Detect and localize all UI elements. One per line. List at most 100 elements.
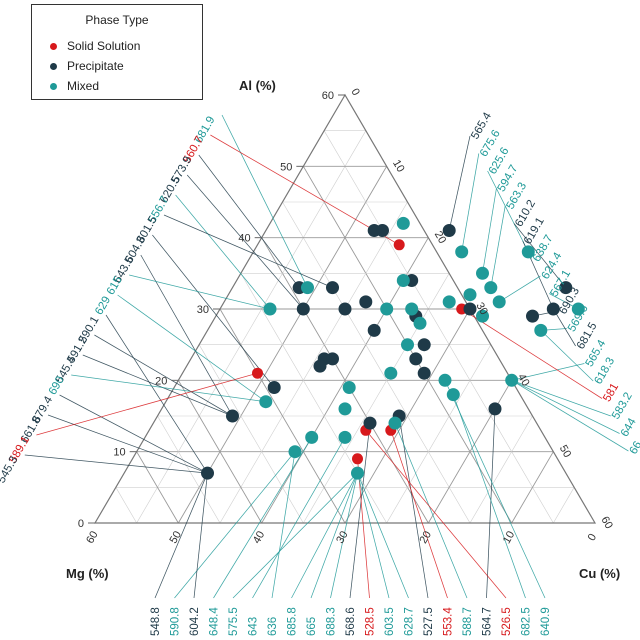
data-point [338,430,352,444]
data-point [409,352,423,366]
callout-leader [193,473,208,599]
data-point [526,309,539,323]
tick-label-cu: 0 [348,87,361,98]
callout-leader [357,472,390,599]
callout-leader [498,275,541,303]
data-point [393,239,405,251]
callout-label: 628.7 [404,607,416,636]
grid-line-cu [386,344,492,524]
data-point [396,216,410,230]
grid-line-mg [282,201,471,524]
grid-line-mg [219,308,346,524]
data-point [201,466,214,480]
callout-leader [330,472,358,599]
grid-line-mg [157,415,221,524]
callout-leader [513,223,567,288]
callout-leader [210,134,400,246]
callout-leader [252,437,346,599]
data-point [559,281,573,295]
data-point [442,295,456,309]
callout-leader [198,154,300,288]
grid-line-cu [469,415,533,524]
data-point [463,302,477,316]
data-point [359,295,373,309]
callout-leader [394,422,468,599]
data-point [226,409,239,423]
callout-leader [291,472,358,599]
callout-leader [448,135,471,231]
data-point [546,302,560,316]
tick-label-cu: 50 [557,443,574,460]
tick-label-mg: 40 [251,529,268,546]
legend: Phase Type Solid Solution Precipitate Mi… [31,4,203,100]
tick-label-al: 40 [238,233,250,245]
data-point [267,381,281,394]
grid-line-cu [511,451,554,524]
data-point [313,359,327,373]
callout-leader [511,379,620,434]
callout-label: 528.5 [365,607,377,636]
callout-leader [36,372,258,436]
data-point [351,466,364,480]
callout-label: 604.2 [189,607,201,636]
data-point [484,281,498,295]
callout-leader [511,363,585,381]
callout-leader [59,394,208,474]
callout-leader [390,430,448,599]
legend-dot-precipitate [50,62,57,70]
data-point [367,323,381,337]
data-point [417,338,431,352]
legend-title: Phase Type [85,13,149,27]
callout-leader [221,114,308,288]
callout-leader [511,379,611,417]
tick-label-mg: 10 [501,529,518,546]
grid-line-cu [219,201,408,524]
callout-label: 545.3 [0,455,20,486]
data-point [492,295,506,309]
callout-leader [140,254,233,417]
callout-label: 640.9 [540,607,552,636]
callout-label: 590.8 [170,607,182,636]
callout-label: 548.8 [150,607,162,636]
grid-line-cu [136,130,367,524]
data-point [463,288,477,302]
data-points [201,216,585,480]
callout-leader [154,472,208,599]
callout-label: 643 [248,617,260,636]
data-point [252,367,263,379]
grid-line-mg [198,344,304,524]
axis-label-cu: Cu (%) [579,566,620,581]
tick-label-cu: 10 [390,158,407,175]
data-point [476,309,489,323]
data-point [417,366,431,380]
data-point [305,430,319,444]
callout-leader [482,188,497,274]
callout-leader [175,194,271,310]
tick-label-mg: 0 [586,532,599,543]
data-point [326,281,339,295]
callout-leader [365,430,507,599]
callout-label: 682.5 [521,607,533,636]
tick-label-mg: 30 [334,529,351,546]
callout-label: 526.5 [501,607,513,636]
grid-line-cu [303,273,450,524]
grid-line-cu [553,487,575,524]
tick-label-al: 50 [280,161,292,173]
data-point [571,302,585,316]
callout-label: 66 [628,439,640,456]
tick-label-mg: 60 [84,529,101,546]
data-point [363,416,377,430]
callout-leader [47,414,208,474]
callout-leader [444,380,546,599]
tick-label-cu: 60 [598,515,615,532]
grid-line-mg [261,237,429,524]
callout-label: 553.4 [443,607,455,636]
callout-leader [186,174,304,310]
data-point [505,373,519,387]
callout-leader [398,415,429,599]
data-point [296,302,310,316]
callout-leader [163,214,333,288]
tick-label-mg: 20 [417,529,434,546]
